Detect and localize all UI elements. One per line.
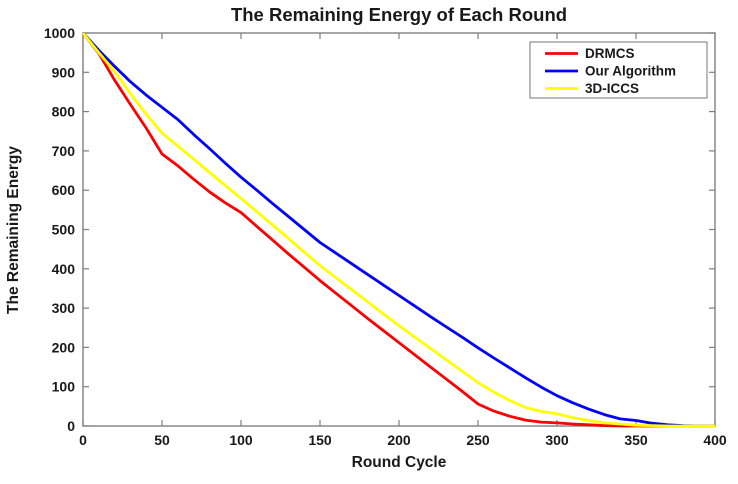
y-tick-label: 500 xyxy=(52,222,76,238)
x-tick-label: 100 xyxy=(229,432,253,448)
x-tick-label: 200 xyxy=(387,432,411,448)
x-tick-label: 400 xyxy=(703,432,727,448)
x-tick-label: 250 xyxy=(466,432,490,448)
chart-title: The Remaining Energy of Each Round xyxy=(231,4,567,25)
x-tick-label: 0 xyxy=(79,432,87,448)
y-axis-label: The Remaining Energy xyxy=(5,146,22,314)
legend-item-label: 3D-ICCS xyxy=(585,81,639,96)
y-tick-label: 900 xyxy=(52,64,76,80)
axis-tick-labels: 0 50 100 150 200 250 300 350 400 0 100 200 300 400 500… xyxy=(44,25,727,448)
y-tick-label: 700 xyxy=(52,143,76,159)
y-tick-label: 100 xyxy=(52,379,76,395)
y-tick-label: 200 xyxy=(52,339,76,355)
series-lines xyxy=(81,32,715,428)
x-tick-label: 300 xyxy=(545,432,569,448)
y-tick-label: 1000 xyxy=(44,25,75,41)
y-tick-label: 0 xyxy=(67,418,75,434)
legend-item-label: DRMCS xyxy=(585,46,635,61)
series-line-our-algorithm xyxy=(81,32,715,428)
x-tick-label: 350 xyxy=(624,432,648,448)
series-line-3d-iccs xyxy=(81,32,715,428)
y-tick-label: 800 xyxy=(52,104,76,120)
y-tick-label: 400 xyxy=(52,261,76,277)
y-tick-label: 600 xyxy=(52,182,76,198)
y-tick-label: 300 xyxy=(52,300,76,316)
legend-item-label: Our Algorithm xyxy=(585,64,676,79)
x-tick-label: 150 xyxy=(308,432,332,448)
x-axis-label: Round Cycle xyxy=(352,454,447,471)
legend-box: DRMCS Our Algorithm 3D-ICCS xyxy=(529,41,708,99)
x-tick-label: 50 xyxy=(154,432,170,448)
series-line-drmcs xyxy=(81,32,715,428)
